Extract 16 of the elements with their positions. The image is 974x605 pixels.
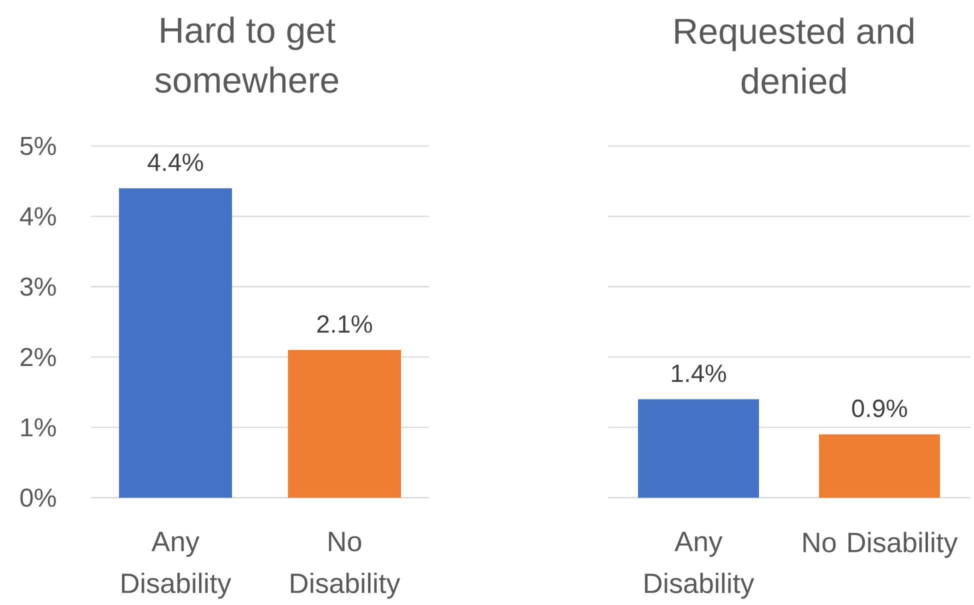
y-tick-label: 4%	[20, 207, 56, 226]
y-tick-label: 2%	[20, 348, 56, 366]
x-tick-label: No Disability	[804, 532, 958, 558]
data-label: 4.4%	[148, 154, 203, 171]
x-tick-label: Any Disability	[644, 532, 754, 599]
data-label: 2.1%	[317, 315, 372, 333]
x-tick-label: No Disability	[290, 532, 400, 599]
y-tick-label: 3%	[20, 278, 56, 296]
x-tick-label: Any Disability	[122, 532, 232, 599]
y-tick-label: 1%	[21, 418, 56, 436]
chart-title: Requested and denied	[675, 18, 914, 94]
chart-title: Hard to get somewhere	[155, 16, 338, 93]
y-tick-label: 5%	[20, 136, 56, 156]
data-label: 1.4%	[672, 364, 726, 382]
y-tick-label: 0%	[20, 488, 56, 507]
data-label: 0.9%	[852, 400, 908, 418]
